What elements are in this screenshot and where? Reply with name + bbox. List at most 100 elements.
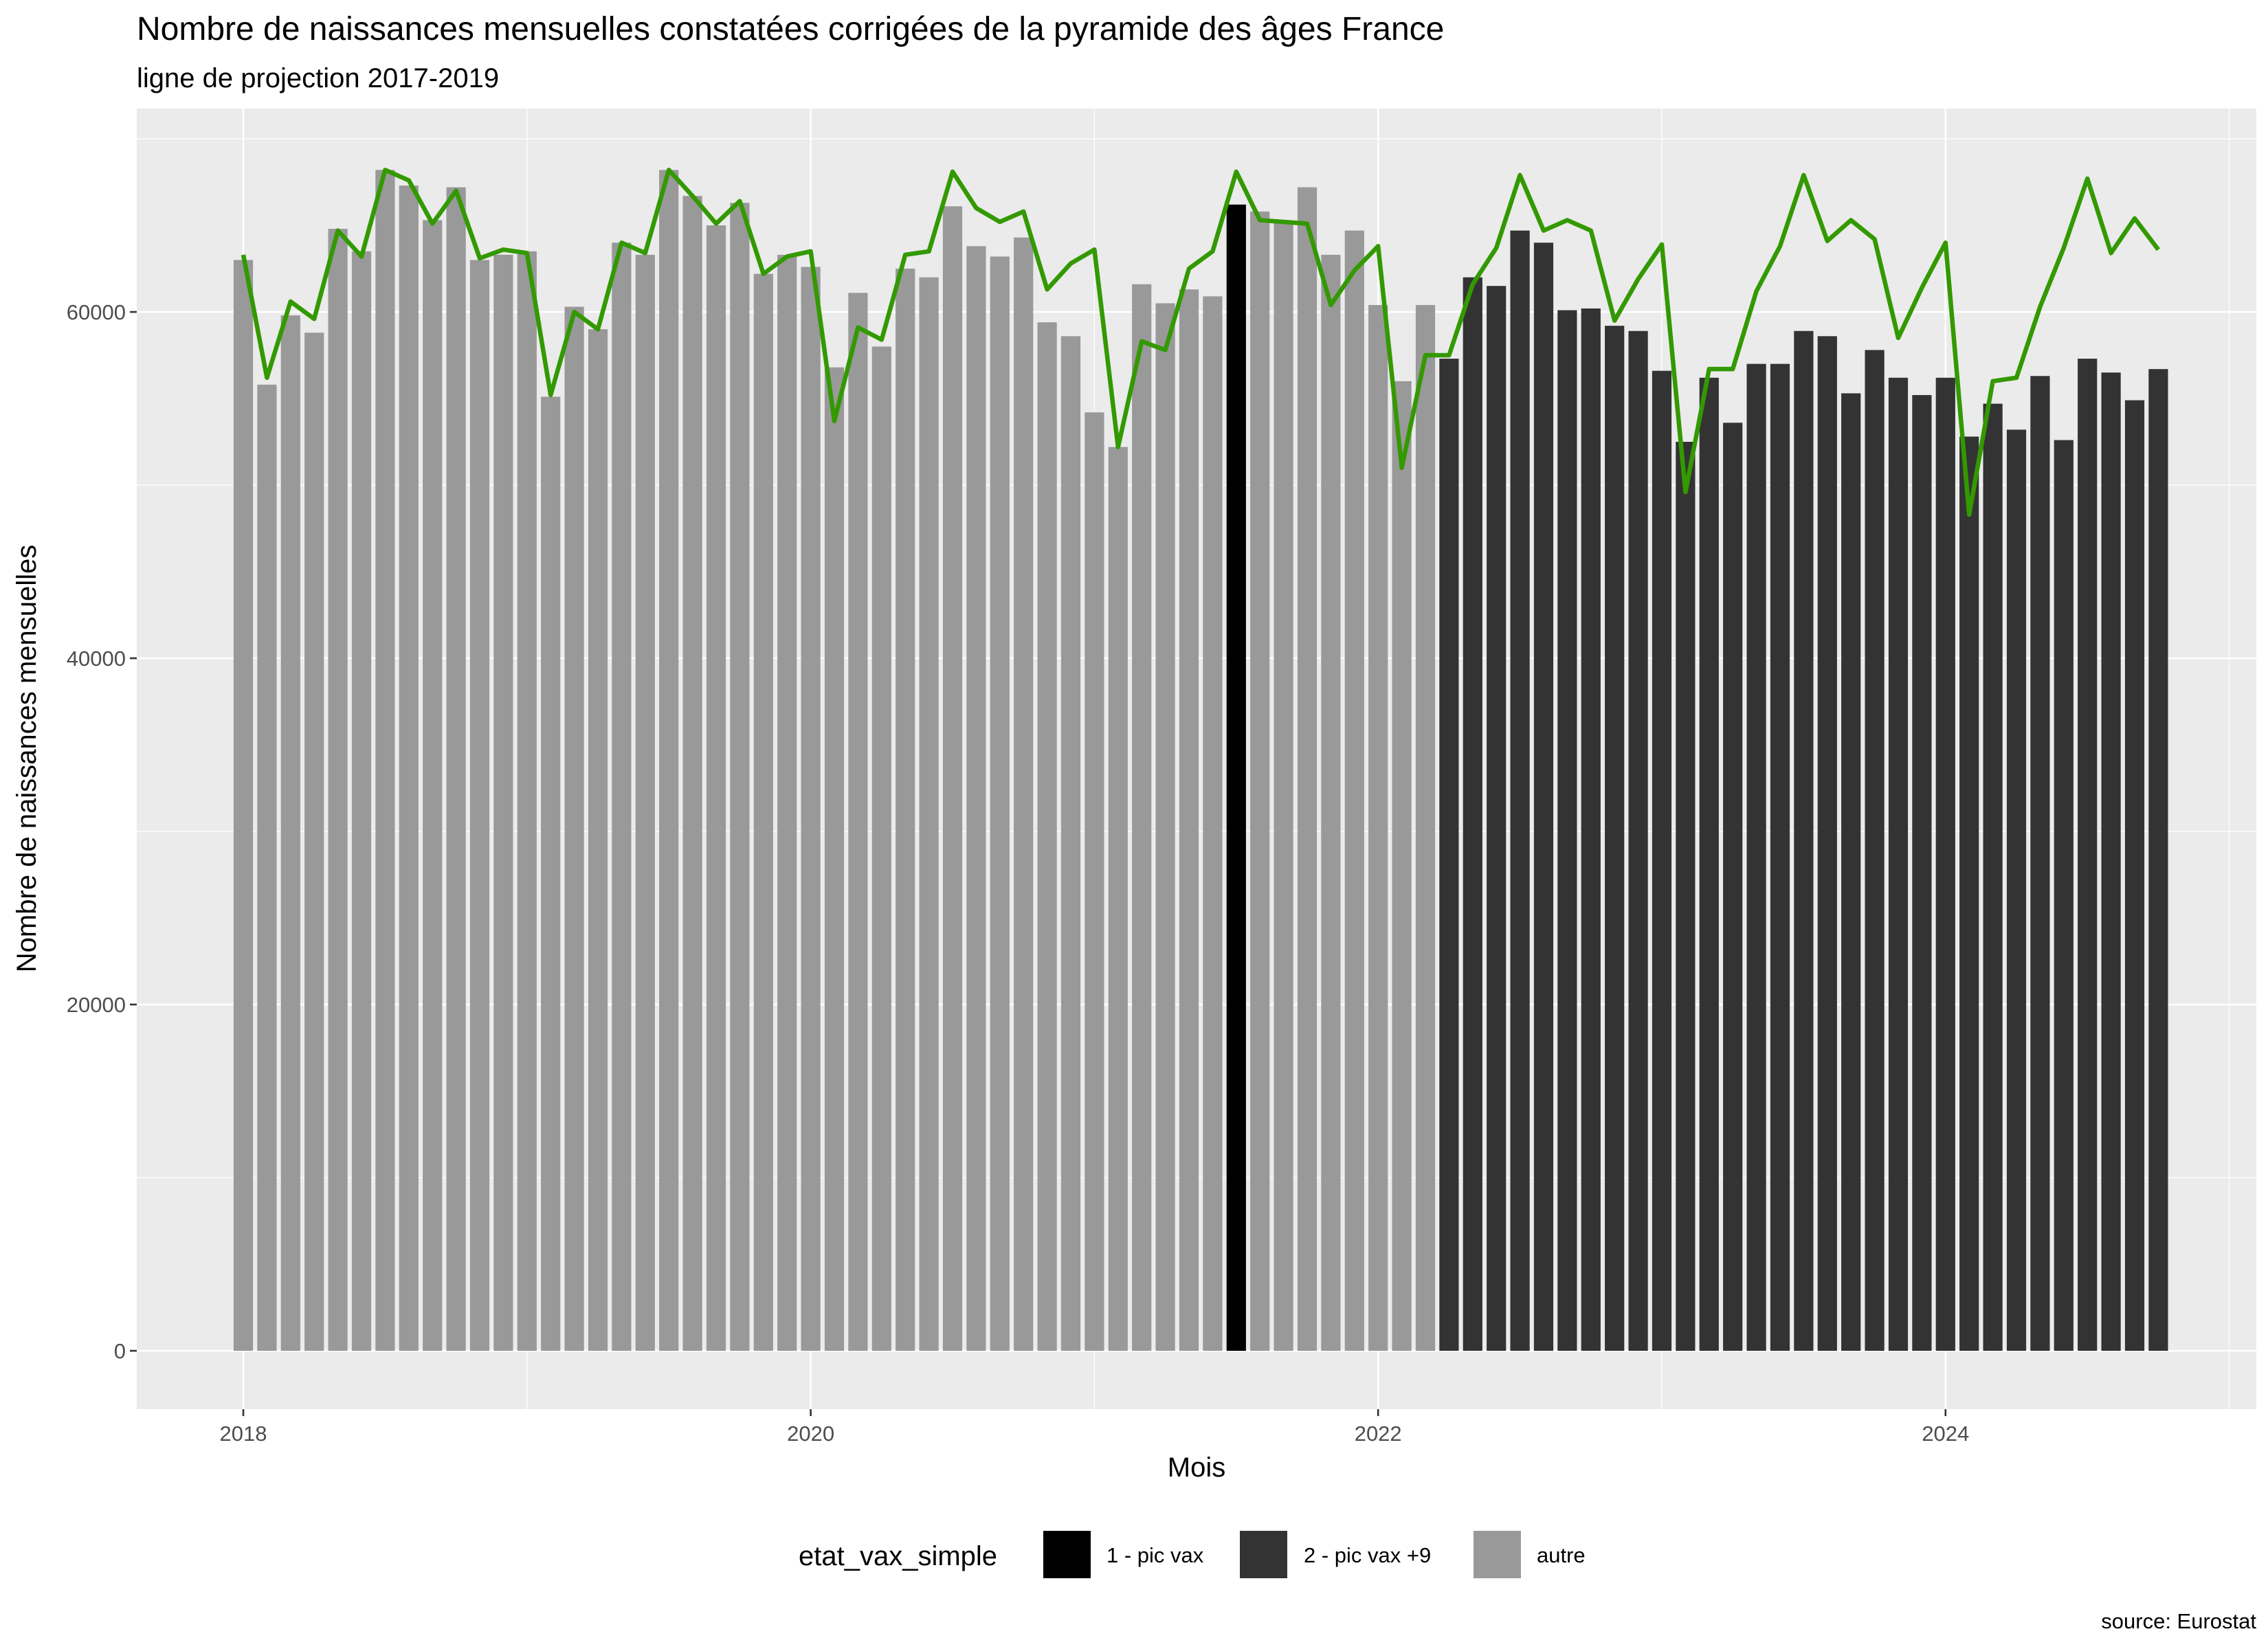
bar [1652, 370, 1672, 1351]
bar [1108, 447, 1128, 1351]
bar [1132, 284, 1152, 1351]
x-axis-title: Mois [1168, 1452, 1225, 1483]
x-tick-label: 2020 [787, 1422, 834, 1446]
projection-line [241, 168, 2160, 517]
x-tick-label: 2024 [1922, 1422, 1969, 1446]
bar [1060, 336, 1081, 1351]
bar [801, 267, 821, 1351]
bar [1628, 330, 1648, 1351]
bar [541, 396, 561, 1351]
bar [2006, 429, 2027, 1351]
bar [1321, 254, 1341, 1351]
bar [896, 269, 915, 1351]
legend-label: 2 - pic vax +9 [1304, 1543, 1431, 1567]
bar [1487, 286, 1507, 1351]
bar [942, 206, 963, 1351]
bar [1794, 330, 1814, 1351]
bar [2054, 440, 2074, 1351]
y-tick-label: 20000 [67, 993, 126, 1017]
legend-key [1043, 1531, 1091, 1578]
y-tick-label: 60000 [67, 300, 126, 324]
bar [1179, 289, 1199, 1351]
bar [1250, 211, 1270, 1351]
bar [1392, 381, 1412, 1351]
bar [304, 333, 324, 1351]
bar [1983, 403, 2003, 1351]
bar [730, 203, 750, 1351]
bar [446, 187, 466, 1351]
bar [1155, 303, 1175, 1351]
bar [871, 346, 891, 1351]
bar [1935, 377, 1955, 1351]
bar [2124, 400, 2145, 1351]
bar [706, 225, 726, 1351]
bar [1368, 304, 1388, 1351]
bar [1415, 304, 1436, 1351]
bar [1533, 243, 1554, 1351]
bar [1959, 436, 1979, 1351]
bar [2030, 376, 2050, 1351]
chart-caption: source: Eurostat [2101, 1609, 2256, 1633]
bar [919, 277, 939, 1351]
bar [1699, 377, 1719, 1351]
bar [1297, 187, 1318, 1351]
bar [351, 251, 372, 1351]
bar [1439, 359, 1459, 1351]
bar [1203, 296, 1223, 1351]
bar [753, 273, 773, 1351]
bar [1723, 423, 1743, 1351]
bar [990, 256, 1010, 1351]
bar [1463, 277, 1482, 1351]
bar [517, 251, 537, 1351]
x-axis-ticks: 2018 2020 2022 2024 [220, 1409, 1969, 1446]
bar [399, 186, 419, 1351]
y-tick-label: 0 [114, 1339, 126, 1363]
bar [1770, 363, 1790, 1351]
bar [635, 254, 655, 1351]
bar [1581, 308, 1601, 1351]
legend-title: etat_vax_simple [799, 1541, 997, 1571]
bar [1085, 412, 1104, 1351]
bar [1557, 310, 1577, 1351]
legend-key [1474, 1531, 1521, 1578]
bar [1014, 237, 1034, 1351]
bar [1865, 350, 1885, 1351]
bar [682, 196, 702, 1351]
bar [1817, 336, 1837, 1351]
bar [1888, 377, 1909, 1351]
legend-label: autre [1537, 1543, 1586, 1567]
y-tick-label: 40000 [67, 647, 126, 671]
bar [612, 243, 632, 1351]
chart-subtitle: ligne de projection 2017-2019 [137, 63, 499, 93]
legend: etat_vax_simple 1 - pic vax 2 - pic vax +… [799, 1531, 1586, 1578]
bar [2101, 372, 2121, 1351]
bar [1274, 220, 1293, 1351]
bar [280, 315, 300, 1351]
bar [1605, 326, 1625, 1351]
bar [966, 246, 986, 1351]
bar [1037, 322, 1057, 1351]
bar [1226, 204, 1246, 1351]
bar [564, 306, 584, 1351]
bar [1344, 230, 1364, 1351]
legend-key [1240, 1531, 1287, 1578]
bar [2078, 359, 2098, 1351]
bar [1746, 363, 1766, 1351]
bar [777, 254, 797, 1351]
chart-title: Nombre de naissances mensuelles constaté… [137, 11, 1444, 47]
bar [493, 254, 513, 1351]
bar [469, 260, 490, 1351]
x-tick-label: 2022 [1355, 1422, 1402, 1446]
bar-series [233, 170, 2168, 1351]
y-axis-ticks: 0 20000 40000 60000 [67, 300, 137, 1363]
bar [375, 170, 395, 1351]
bar [2148, 369, 2168, 1351]
bar [1676, 442, 1696, 1351]
y-axis-title: Nombre de naissances mensuelles [12, 545, 42, 973]
bar [257, 384, 277, 1351]
bar [824, 367, 845, 1351]
x-tick-label: 2018 [220, 1422, 267, 1446]
bar [1912, 394, 1932, 1351]
legend-label: 1 - pic vax [1107, 1543, 1204, 1567]
